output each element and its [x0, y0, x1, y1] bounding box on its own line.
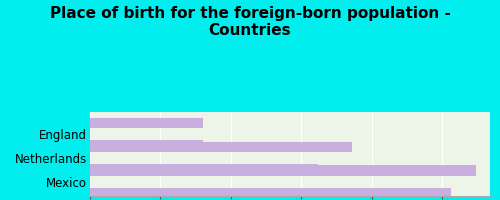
Bar: [90, 142, 352, 152]
Bar: [90, 188, 451, 198]
Bar: [90, 140, 202, 150]
Bar: [90, 164, 318, 174]
Text: Place of birth for the foreign-born population -
Countries: Place of birth for the foreign-born popu…: [50, 6, 450, 38]
Bar: [90, 118, 202, 128]
Bar: [90, 165, 476, 176]
